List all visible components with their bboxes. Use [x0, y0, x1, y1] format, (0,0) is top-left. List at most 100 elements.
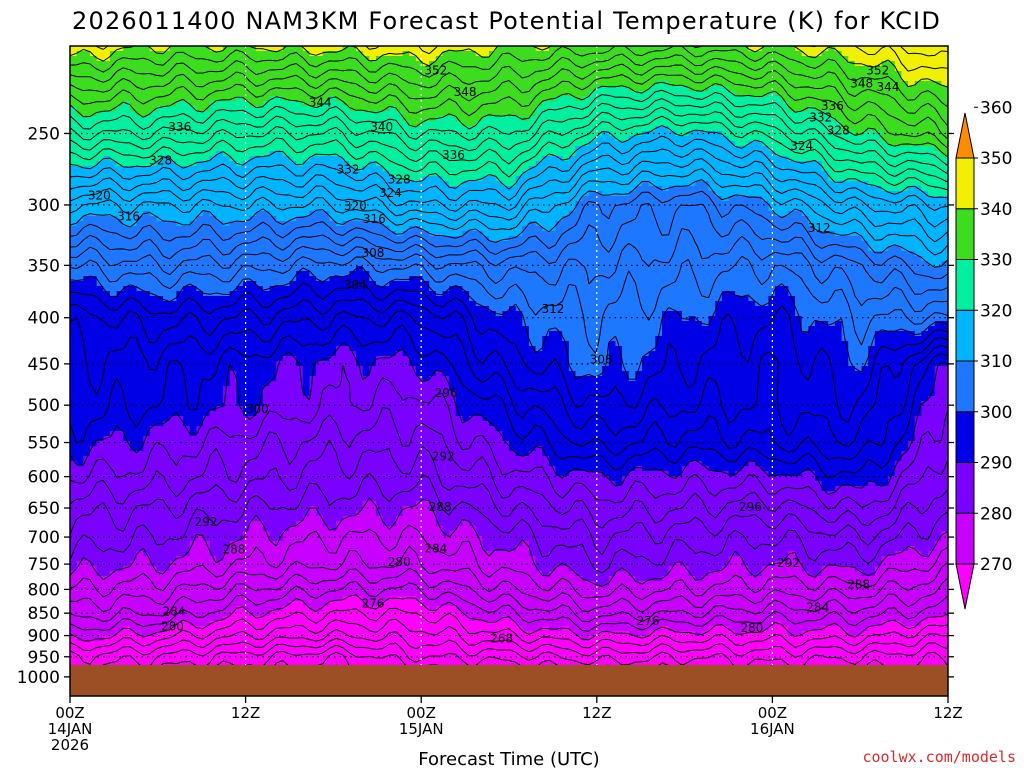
- theta-cell: [801, 111, 809, 117]
- theta-cell: [143, 81, 151, 87]
- theta-cell: [236, 101, 244, 107]
- theta-cell: [515, 86, 523, 92]
- theta-cell: [203, 216, 211, 222]
- theta-cell: [622, 176, 630, 182]
- theta-cell: [83, 71, 91, 77]
- theta-cell: [322, 156, 331, 162]
- theta-cell: [542, 136, 550, 142]
- theta-cell: [509, 201, 517, 207]
- theta-cell: [741, 71, 750, 77]
- theta-cell: [176, 56, 184, 62]
- theta-cell: [688, 186, 696, 192]
- theta-cell: [509, 176, 517, 182]
- theta-cell: [928, 116, 936, 122]
- theta-cell: [795, 56, 803, 62]
- theta-cell: [242, 171, 251, 177]
- theta-cell: [695, 56, 703, 62]
- theta-cell: [356, 86, 364, 92]
- theta-cell: [449, 176, 457, 182]
- theta-cell: [622, 146, 630, 152]
- theta-cell: [542, 101, 550, 107]
- theta-cell: [389, 151, 397, 157]
- theta-cell: [528, 96, 537, 102]
- theta-cell: [755, 91, 763, 97]
- theta-cell: [622, 211, 630, 217]
- theta-cell: [795, 116, 803, 122]
- theta-cell: [442, 101, 450, 107]
- theta-cell: [788, 66, 796, 72]
- theta-cell: [642, 216, 650, 222]
- theta-cell: [934, 216, 942, 222]
- theta-cell: [469, 71, 477, 77]
- theta-cell: [781, 101, 789, 107]
- theta-cell: [688, 211, 696, 217]
- theta-cell: [568, 61, 577, 67]
- theta-cell: [316, 201, 324, 207]
- theta-cell: [489, 206, 497, 212]
- theta-cell: [70, 111, 78, 117]
- theta-cell: [389, 86, 397, 92]
- theta-cell: [821, 91, 829, 97]
- theta-cell: [874, 86, 883, 92]
- theta-cell: [681, 221, 690, 227]
- theta-cell: [276, 196, 284, 202]
- theta-cell: [395, 216, 404, 222]
- theta-cell: [555, 171, 563, 177]
- theta-cell: [648, 166, 656, 172]
- theta-cell: [828, 76, 836, 82]
- theta-cell: [89, 106, 98, 112]
- theta-cell: [229, 161, 237, 167]
- theta-cell: [375, 81, 384, 87]
- theta-cell: [163, 76, 171, 82]
- theta-cell: [688, 216, 696, 222]
- theta-cell: [588, 91, 597, 97]
- theta-cell: [562, 206, 570, 212]
- theta-cell: [76, 171, 84, 177]
- theta-cell: [482, 81, 490, 87]
- theta-cell: [874, 46, 883, 52]
- theta-cell: [216, 46, 224, 52]
- theta-cell: [661, 76, 670, 82]
- theta-cell: [555, 61, 563, 67]
- theta-cell: [701, 96, 710, 102]
- theta-cell: [395, 141, 404, 147]
- theta-cell: [495, 56, 503, 62]
- theta-cell: [655, 91, 663, 97]
- theta-cell: [156, 81, 164, 87]
- theta-cell: [901, 116, 909, 122]
- theta-cell: [588, 216, 597, 222]
- theta-cell: [608, 176, 617, 182]
- theta-cell: [828, 56, 836, 62]
- theta-cell: [535, 196, 543, 202]
- theta-cell: [276, 86, 284, 92]
- theta-cell: [356, 231, 364, 237]
- theta-cell: [183, 101, 191, 107]
- theta-cell: [509, 231, 517, 237]
- theta-cell: [103, 81, 111, 87]
- theta-cell: [509, 71, 517, 77]
- theta-cell: [608, 71, 617, 77]
- theta-cell: [70, 181, 78, 187]
- theta-cell: [475, 171, 483, 177]
- theta-cell: [755, 206, 763, 212]
- theta-cell: [661, 51, 670, 57]
- theta-cell: [914, 141, 922, 147]
- theta-cell: [342, 191, 350, 197]
- theta-cell: [76, 76, 84, 82]
- theta-cell: [336, 146, 344, 152]
- theta-cell: [462, 116, 470, 122]
- theta-cell: [721, 56, 730, 62]
- theta-cell: [316, 81, 324, 87]
- theta-cell: [296, 66, 304, 72]
- theta-cell: [622, 61, 630, 67]
- theta-cell: [515, 91, 523, 97]
- theta-cell: [489, 91, 497, 97]
- theta-cell: [402, 216, 410, 222]
- theta-cell: [615, 166, 623, 172]
- theta-cell: [715, 46, 723, 52]
- theta-cell: [482, 86, 490, 92]
- theta-cell: [349, 181, 357, 187]
- theta-cell: [83, 66, 91, 72]
- theta-cell: [695, 211, 703, 217]
- theta-cell: [814, 126, 823, 132]
